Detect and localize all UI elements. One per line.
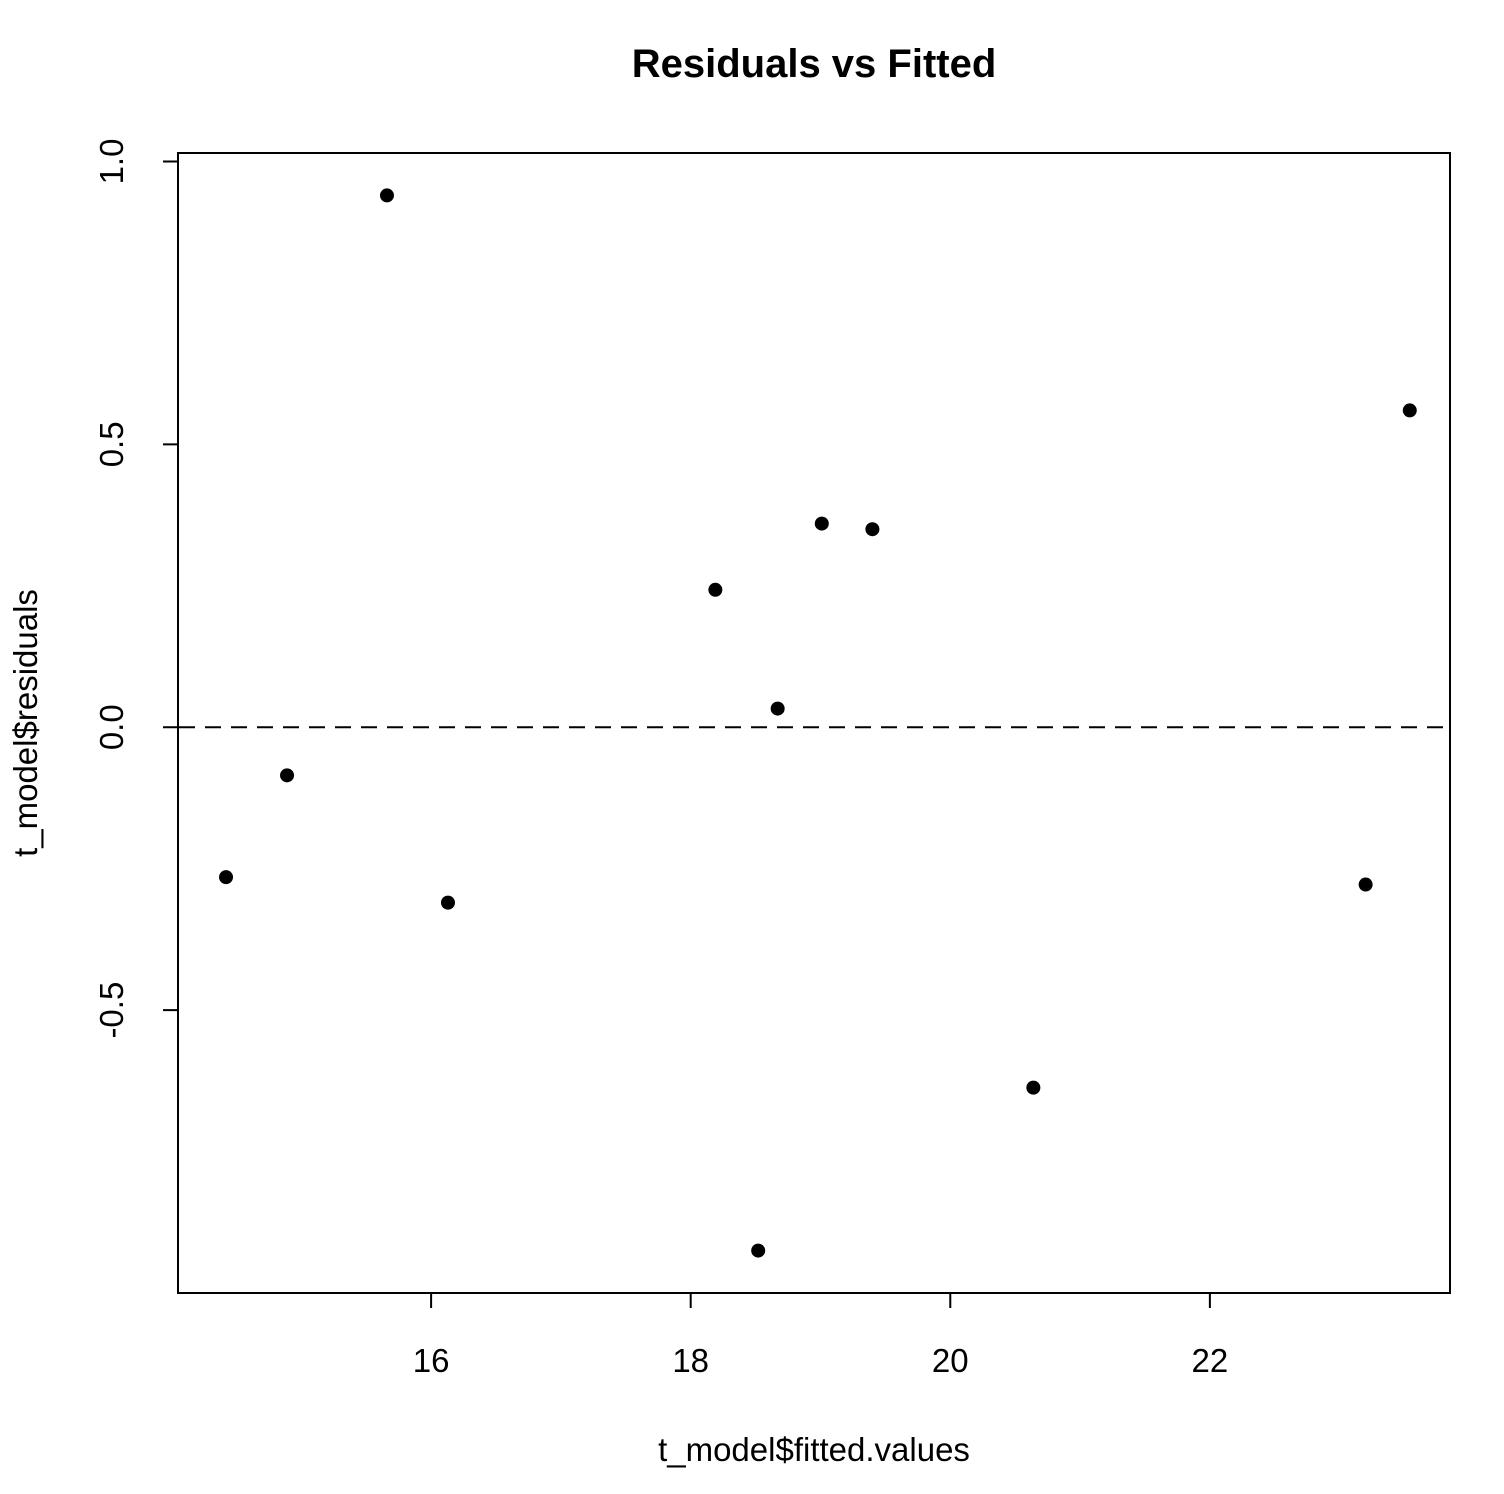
data-point xyxy=(440,895,455,910)
data-point xyxy=(379,188,394,203)
data-point xyxy=(1358,877,1373,892)
plot-frame xyxy=(177,152,1451,1294)
x-tick-label: 16 xyxy=(413,1342,450,1379)
x-axis: 16 18 20 22 xyxy=(413,1292,1229,1379)
data-point xyxy=(219,870,234,885)
data-point xyxy=(708,582,723,597)
data-point xyxy=(1026,1080,1041,1095)
x-axis-label: t_model$fitted.values xyxy=(658,1431,970,1468)
x-tick-label: 20 xyxy=(932,1342,969,1379)
y-tick-label: -0.5 xyxy=(93,982,130,1039)
y-tick-label: 1.0 xyxy=(93,139,130,185)
y-axis-label: t_model$residuals xyxy=(7,589,44,857)
data-points xyxy=(219,188,1417,1258)
y-tick-label: 0.0 xyxy=(93,704,130,750)
chart-title: Residuals vs Fitted xyxy=(632,42,997,86)
y-axis: -0.5 0.0 0.5 1.0 xyxy=(93,139,179,1039)
data-point xyxy=(814,516,829,531)
x-tick-label: 22 xyxy=(1192,1342,1229,1379)
data-point xyxy=(770,701,785,716)
data-point xyxy=(865,522,880,537)
data-point xyxy=(751,1243,766,1258)
data-point xyxy=(1402,403,1417,418)
data-point xyxy=(280,768,295,783)
x-tick-label: 18 xyxy=(672,1342,709,1379)
y-tick-label: 0.5 xyxy=(93,421,130,467)
